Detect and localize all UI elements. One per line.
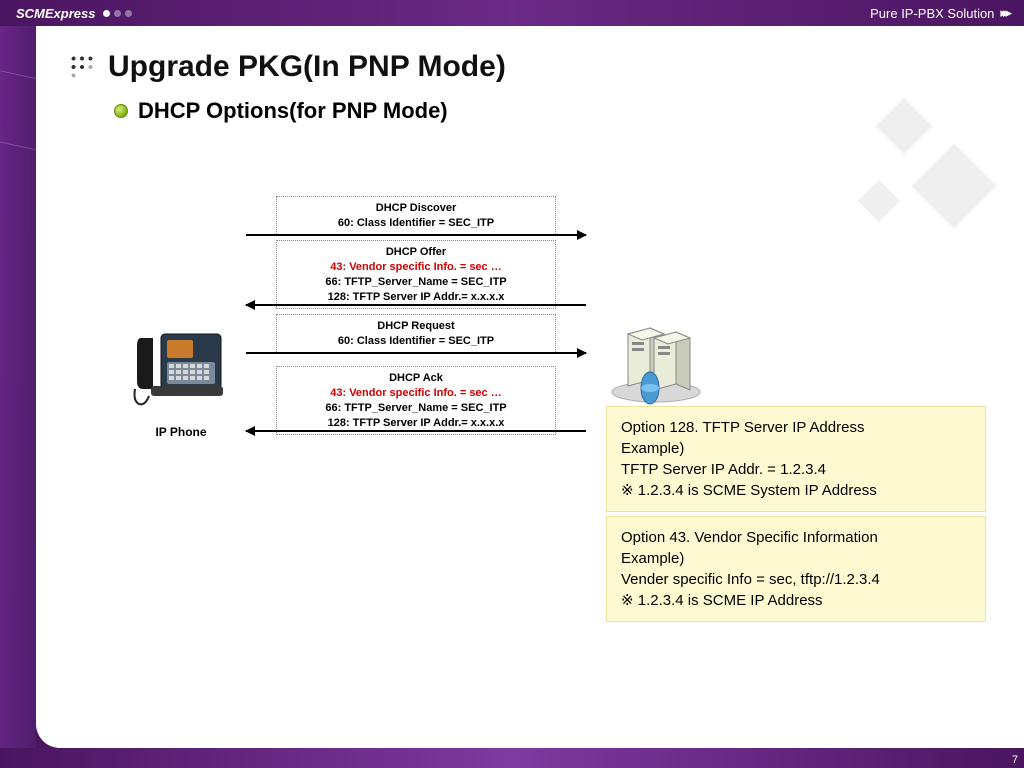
- ip-phone-node: IP Phone: [126, 326, 236, 439]
- title-dots-icon: [68, 53, 96, 81]
- title-row: Upgrade PKG(In PNP Mode): [68, 50, 992, 84]
- arrow-left-3: [246, 430, 586, 432]
- arrow-left-1: [246, 304, 586, 306]
- phone-icon: [131, 326, 231, 416]
- footer-bar: [0, 748, 1024, 768]
- header-brand: SCMExpress: [16, 6, 132, 21]
- page-number: 7: [1012, 754, 1018, 766]
- brand-dots: [103, 10, 132, 17]
- message-box-1: DHCP Offer43: Vendor specific Info. = se…: [276, 240, 556, 309]
- sequence-diagram: IP Phone: [126, 176, 994, 718]
- info-note-1: Option 43. Vendor Specific InformationEx…: [606, 516, 986, 622]
- tagline-text: Pure IP-PBX Solution: [870, 6, 994, 21]
- page-title: Upgrade PKG(In PNP Mode): [108, 50, 506, 84]
- ip-phone-label: IP Phone: [126, 425, 236, 439]
- left-decor: [0, 26, 36, 748]
- header-bar: SCMExpress Pure IP-PBX Solution ▸▸▸: [0, 0, 1024, 26]
- arrow-right-0: [246, 234, 586, 236]
- brand-text: SCMExpress: [16, 6, 95, 21]
- message-box-0: DHCP Discover60: Class Identifier = SEC_…: [276, 196, 556, 236]
- header-tagline: Pure IP-PBX Solution ▸▸▸: [870, 5, 1008, 21]
- subtitle: DHCP Options(for PNP Mode): [138, 98, 448, 124]
- chevrons-icon: ▸▸▸: [1000, 5, 1008, 21]
- message-box-3: DHCP Ack43: Vendor specific Info. = sec …: [276, 366, 556, 435]
- arrow-right-2: [246, 352, 586, 354]
- slide-content: Upgrade PKG(In PNP Mode) DHCP Options(fo…: [36, 26, 1024, 748]
- bullet-icon: [114, 104, 128, 118]
- message-box-2: DHCP Request60: Class Identifier = SEC_I…: [276, 314, 556, 354]
- server-icon: [606, 316, 706, 406]
- info-note-0: Option 128. TFTP Server IP AddressExampl…: [606, 406, 986, 512]
